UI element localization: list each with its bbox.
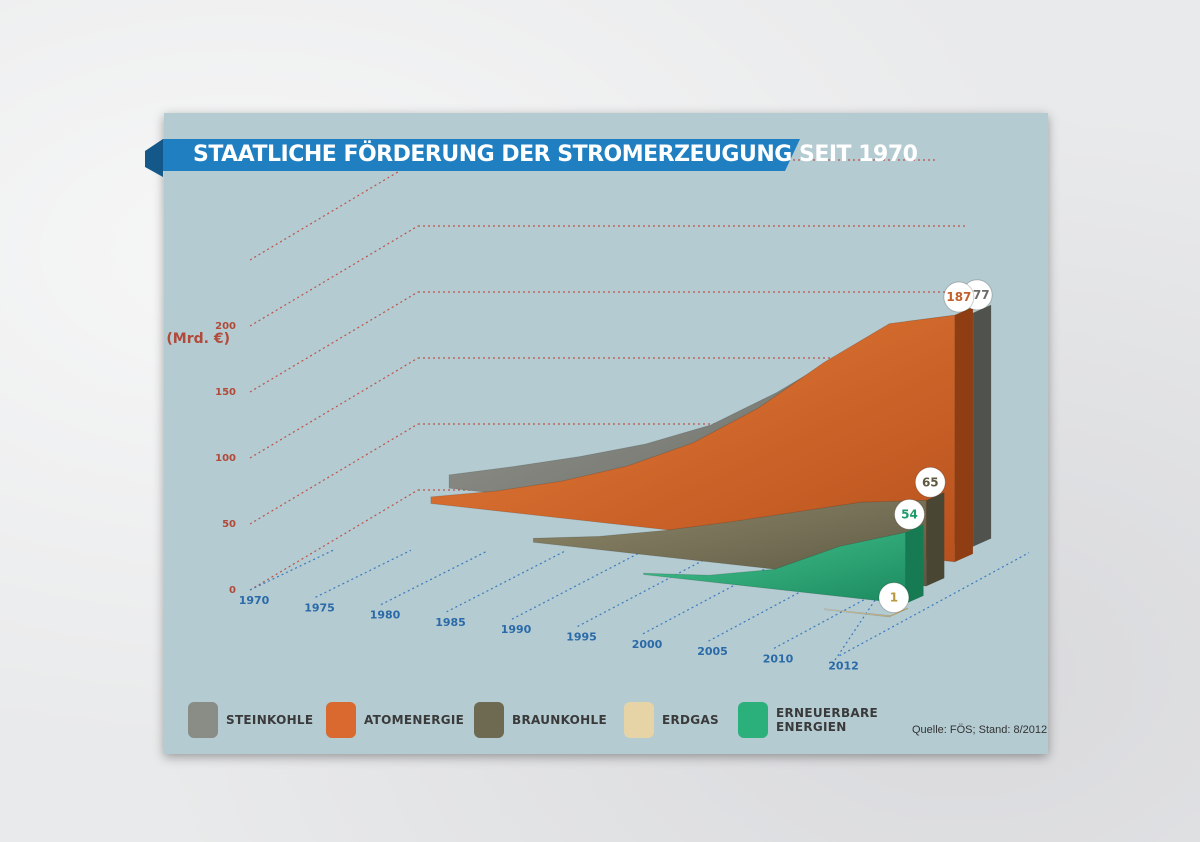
legend-item-erneuerbare: ERNEUERBARE ENERGIEN xyxy=(738,700,878,740)
source-note: Quelle: FÖS; Stand: 8/2012 xyxy=(912,724,1048,736)
legend-item-steinkohle: STEINKOHLE xyxy=(188,700,313,740)
series-side-braunkohle xyxy=(926,492,945,587)
title-banner: STAATLICHE FÖRDERUNG DER STROMERZEUGUNG … xyxy=(145,137,918,177)
legend-item-erdgas: ERDGAS xyxy=(624,700,719,740)
x-tick-label: 2005 xyxy=(697,645,728,658)
series-area-erneuerbare-energien xyxy=(643,531,906,605)
y-axis-label: (Mrd. €) xyxy=(166,331,230,347)
legend-swatch-steinkohle xyxy=(188,702,218,738)
y-tick-label: 100 xyxy=(215,453,236,464)
legend-label: ERNEUERBARE ENERGIEN xyxy=(776,706,879,734)
x-gridline xyxy=(773,551,952,649)
x-tick-label: 1980 xyxy=(370,609,401,622)
x-tick-label: 1990 xyxy=(501,623,532,636)
series-side-atomenergie xyxy=(954,307,973,562)
y-tick-label: 50 xyxy=(222,519,236,530)
legend-swatch-erneuerbare xyxy=(738,702,768,738)
value-bubble xyxy=(894,498,925,530)
legend: STEINKOHLE ATOMENERGIE BRAUNKOHLE ERDGAS… xyxy=(188,700,1048,742)
y-gridline xyxy=(249,489,419,591)
x-gridline xyxy=(446,550,566,613)
value-bubble xyxy=(943,281,975,313)
value-bubble xyxy=(914,466,946,498)
y-tick-label: 150 xyxy=(215,387,236,398)
y-tick-label: 200 xyxy=(215,321,236,332)
legend-swatch-atomenergie xyxy=(326,702,356,738)
x-gridline xyxy=(577,550,721,628)
legend-label: BRAUNKOHLE xyxy=(512,713,607,727)
value-label: 1 xyxy=(890,591,898,605)
x-gridline xyxy=(380,550,489,606)
legend-swatch-erdgas xyxy=(624,702,654,738)
y-gridline xyxy=(249,291,419,393)
chart-title: STAATLICHE FÖRDERUNG DER STROMERZEUGUNG … xyxy=(193,142,918,167)
series-side-erneuerbare-energien xyxy=(905,524,924,604)
x-gridline xyxy=(315,549,412,598)
x-tick-label: 1985 xyxy=(435,616,466,629)
x-gridline xyxy=(511,550,643,620)
banner-ribbon xyxy=(145,139,800,177)
series-side-steinkohle xyxy=(973,304,992,547)
value-bubble xyxy=(878,582,910,614)
y-tick-label: 0 xyxy=(229,585,236,596)
x-gridline xyxy=(249,549,334,591)
legend-label: ATOMENERGIE xyxy=(364,713,465,727)
y-gridline xyxy=(249,225,419,327)
legend-label: STEINKOHLE xyxy=(226,713,314,727)
y-gridline xyxy=(249,423,419,525)
x-tick-label: 2012 xyxy=(828,660,859,673)
series-area-erdgas xyxy=(824,608,891,618)
x-tick-label: 1975 xyxy=(304,601,335,614)
x-tick-label: 2010 xyxy=(763,652,794,665)
legend-swatch-braunkohle xyxy=(474,702,504,738)
value-label: 54 xyxy=(901,507,918,521)
y-gridline xyxy=(249,357,419,459)
x-gridline xyxy=(839,552,1030,657)
value-label: 187 xyxy=(946,290,971,304)
value-label: 65 xyxy=(922,475,939,489)
legend-item-atomenergie: ATOMENERGIE xyxy=(326,700,464,740)
legend-item-braunkohle: BRAUNKOHLE xyxy=(474,700,607,740)
x-tick-label: 1970 xyxy=(239,594,270,607)
series-side-erdgas xyxy=(889,607,908,617)
legend-label: ERDGAS xyxy=(662,713,719,727)
x-tick-label: 2000 xyxy=(632,638,663,651)
x-tick-label: 1995 xyxy=(566,631,597,644)
